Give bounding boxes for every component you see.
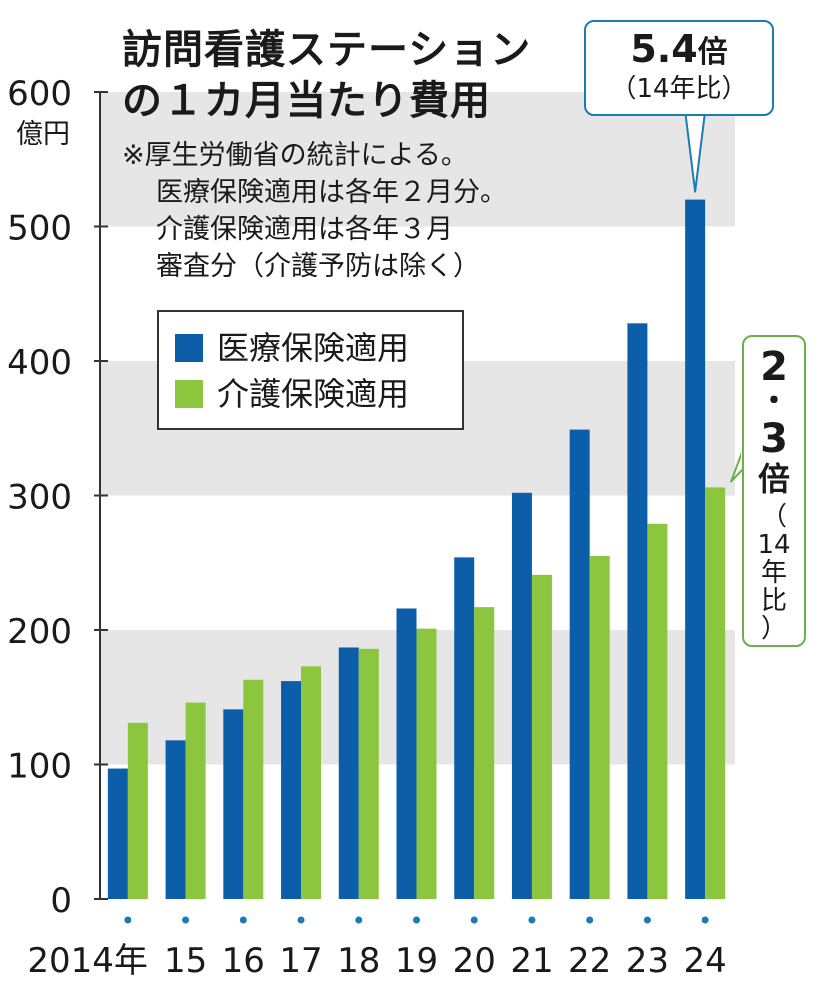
x-tick-dot bbox=[470, 916, 478, 924]
callout-care-suffix: 倍 bbox=[757, 460, 790, 498]
x-tick-dot bbox=[297, 916, 305, 924]
x-tick-dot bbox=[182, 916, 190, 924]
bar-medical bbox=[107, 768, 128, 899]
bar-medical bbox=[338, 647, 359, 899]
x-tick-label: 22 bbox=[568, 941, 611, 981]
bar-care bbox=[589, 556, 610, 899]
x-tick-dot bbox=[413, 916, 420, 924]
legend-swatch-medical bbox=[175, 334, 203, 362]
callout-care-digit-2: 3 bbox=[760, 416, 788, 462]
x-tick-label: 16 bbox=[222, 941, 265, 981]
x-tick-label: 17 bbox=[279, 941, 322, 981]
x-tick-label: 24 bbox=[684, 941, 727, 981]
bars bbox=[107, 199, 726, 900]
bar-medical bbox=[223, 709, 244, 899]
y-tick-label: 100 bbox=[7, 747, 72, 787]
bar-care bbox=[531, 574, 552, 899]
bar-medical bbox=[511, 492, 532, 899]
y-tick-label: 400 bbox=[7, 343, 72, 383]
y-tick-label: 500 bbox=[7, 209, 72, 249]
bar-care bbox=[705, 487, 726, 899]
bar-care bbox=[358, 648, 379, 899]
legend-item-medical: 医療保険適用 bbox=[175, 328, 409, 368]
x-tick-label: 2014年 bbox=[27, 941, 148, 981]
x-tick-label: 18 bbox=[337, 941, 380, 981]
x-tick-label: 20 bbox=[453, 941, 496, 981]
source-note-line-2: 医療保険適用は各年２月分。 bbox=[156, 177, 507, 208]
y-tick-label: 200 bbox=[7, 612, 72, 652]
bar-care bbox=[243, 679, 264, 899]
chart-title-line-1: 訪問看護ステーション bbox=[122, 27, 532, 73]
legend-label-medical: 医療保険適用 bbox=[217, 329, 410, 367]
bar-care bbox=[416, 628, 437, 899]
x-tick-dot bbox=[643, 916, 651, 924]
y-tick-label: 300 bbox=[7, 478, 72, 518]
callout-care-sub: （ 14 年 比 ） bbox=[757, 502, 791, 645]
bar-medical bbox=[396, 608, 417, 899]
callout-medical-multiplier: 5.4倍 （14年比） bbox=[584, 20, 774, 116]
bar-medical bbox=[569, 429, 590, 899]
bar-care bbox=[301, 666, 322, 899]
callout-care-digit-1: 2 bbox=[760, 344, 788, 390]
x-tick-label: 23 bbox=[626, 941, 669, 981]
bar-care bbox=[185, 702, 206, 899]
x-axis-labels: 2014年 15 16 17 18 19 20 21 22 23 24 bbox=[27, 916, 727, 981]
legend: 医療保険適用 介護保険適用 bbox=[157, 310, 464, 430]
source-note-line-4: 審査分（介護予防は除く） bbox=[156, 251, 480, 282]
source-note-line-3: 介護保険適用は各年３月 bbox=[156, 214, 453, 245]
x-tick-dot bbox=[239, 916, 247, 924]
x-tick-dot bbox=[355, 916, 363, 924]
callout-care-multiplier: 2 ・ 3 倍 （ 14 年 比 ） bbox=[742, 335, 806, 647]
x-tick-dot bbox=[586, 916, 594, 924]
y-axis-unit: 億円 bbox=[16, 119, 70, 150]
x-tick-label: 21 bbox=[510, 941, 553, 981]
y-tick-label: 0 bbox=[50, 881, 72, 921]
chart-title-line-2: の１カ月当たり費用 bbox=[122, 78, 491, 124]
x-tick-dot bbox=[124, 916, 132, 924]
y-axis: 0 100 200 300 400 500 600 億円 bbox=[7, 74, 108, 921]
y-tick-label: 600 bbox=[7, 74, 72, 114]
bar-medical bbox=[165, 740, 186, 899]
bar-care bbox=[647, 523, 668, 899]
x-tick-label: 19 bbox=[395, 941, 438, 981]
bar-care bbox=[127, 722, 148, 899]
bar-medical bbox=[454, 557, 475, 899]
x-tick-label: 15 bbox=[164, 941, 207, 981]
legend-swatch-care bbox=[175, 380, 203, 408]
x-tick-dot bbox=[528, 916, 536, 924]
bar-medical bbox=[685, 199, 706, 900]
source-note-line-1: ※厚生労働省の統計による。 bbox=[122, 140, 468, 171]
legend-label-care: 介護保険適用 bbox=[217, 375, 410, 413]
x-tick-dot bbox=[701, 916, 709, 924]
callout-medical-sub: （14年比） bbox=[610, 74, 748, 104]
bar-care bbox=[474, 607, 495, 899]
bar-medical bbox=[281, 681, 302, 899]
bar-medical bbox=[627, 323, 648, 900]
callout-medical-value: 5.4倍 bbox=[630, 27, 728, 71]
callout-care-dot: ・ bbox=[759, 384, 789, 419]
legend-item-care: 介護保険適用 bbox=[175, 374, 409, 414]
